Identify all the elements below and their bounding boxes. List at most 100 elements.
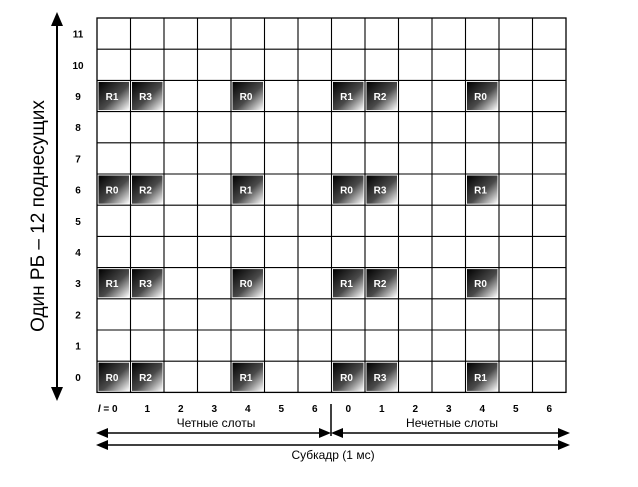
- symbol-label: l = 0: [98, 404, 118, 415]
- symbol-prefix: l: [98, 404, 101, 415]
- symbol-label: 2: [178, 404, 184, 415]
- reference-signal-label: R2: [374, 92, 387, 103]
- reference-signal-fill: [98, 362, 129, 391]
- reference-signal-label: R2: [139, 186, 152, 197]
- resource-grid: [96, 17, 567, 394]
- reference-signal-fill: [232, 269, 263, 298]
- reference-signal-fill: [333, 362, 364, 391]
- symbol-label: 3: [446, 404, 452, 415]
- reference-signal-cell: R0: [232, 81, 263, 111]
- reference-signal-cell: R3: [366, 362, 397, 391]
- subcarrier-label: 4: [75, 248, 81, 259]
- subcarrier-label: 8: [75, 123, 81, 134]
- reference-signal-fill: [132, 81, 163, 111]
- reference-signal-cell: R1: [232, 175, 263, 204]
- odd-slots-arrow: [331, 428, 570, 438]
- subcarrier-label: 9: [75, 92, 81, 103]
- arrow-down-icon: [51, 387, 63, 401]
- reference-signal-cell: R2: [366, 81, 397, 111]
- subcarrier-label: 7: [75, 154, 81, 165]
- reference-signal-fill: [467, 81, 498, 111]
- reference-signal-fill: [467, 362, 498, 391]
- reference-signal-label: R0: [340, 373, 353, 384]
- reference-signal-cell: R0: [467, 269, 498, 298]
- reference-signal-cell: R1: [333, 81, 364, 111]
- symbol-label: 1: [379, 404, 385, 415]
- arrow-right-icon: [558, 428, 570, 438]
- arrow-left-icon: [331, 428, 343, 438]
- reference-signal-fill: [467, 269, 498, 298]
- subcarrier-label: 3: [75, 279, 81, 290]
- subcarrier-label: 5: [75, 217, 81, 228]
- reference-signal-cell: R0: [98, 175, 129, 204]
- subframe-label: Субкадр (1 мс): [291, 448, 374, 462]
- subcarrier-label: 10: [72, 61, 84, 72]
- even-slots-arrow: [96, 428, 331, 438]
- reference-signal-fill: [98, 175, 129, 204]
- arrow-right-icon: [319, 428, 331, 438]
- reference-signal-label: R0: [106, 373, 119, 384]
- reference-signal-cell: R3: [366, 175, 397, 204]
- reference-signal-cell: R1: [232, 362, 263, 391]
- reference-signal-cell: R0: [467, 81, 498, 111]
- reference-signal-label: R0: [474, 92, 487, 103]
- subcarrier-labels: 0 1 2 3 4 5 6 7 8 9 10 11: [72, 30, 84, 384]
- reference-signal-cell: R1: [467, 175, 498, 204]
- reference-signal-label: R1: [106, 92, 119, 103]
- reference-signal-cell: R3: [132, 81, 163, 111]
- reference-signal-label: R1: [340, 279, 353, 290]
- arrow-left-icon: [96, 428, 108, 438]
- reference-signal-fill: [467, 175, 498, 204]
- subcarrier-label: 0: [75, 373, 81, 384]
- reference-signal-fill: [98, 81, 129, 111]
- reference-signal-label: R0: [474, 279, 487, 290]
- reference-signal-cell: R2: [366, 269, 397, 298]
- reference-signal-fill: [132, 269, 163, 298]
- axis-title: Один РБ – 12 поднесущих: [28, 100, 49, 332]
- reference-signal-label: R1: [340, 92, 353, 103]
- reference-signal-cell: R2: [132, 362, 163, 391]
- symbol-label: 4: [479, 404, 485, 415]
- arrow-up-icon: [51, 12, 63, 26]
- reference-signal-label: R1: [474, 186, 487, 197]
- symbol-label: 0: [345, 404, 351, 415]
- reference-signal-fill: [132, 362, 163, 391]
- subcarrier-label: 1: [75, 342, 81, 353]
- symbol-label: 4: [245, 404, 251, 415]
- reference-signal-cell: R1: [98, 81, 129, 111]
- odd-slots-label: Нечетные слоты: [406, 416, 498, 430]
- reference-signal-label: R1: [240, 373, 253, 384]
- symbol-label: 2: [412, 404, 418, 415]
- reference-signal-fill: [333, 269, 364, 298]
- reference-signal-fill: [366, 269, 397, 298]
- reference-signal-cell: R0: [232, 269, 263, 298]
- reference-signal-cell: R1: [333, 269, 364, 298]
- reference-signal-fill: [333, 175, 364, 204]
- reference-signal-label: R1: [240, 186, 253, 197]
- reference-signal-label: R3: [139, 279, 152, 290]
- reference-signal-fill: [98, 269, 129, 298]
- arrow-left-icon: [96, 440, 108, 450]
- reference-signal-label: R0: [106, 186, 119, 197]
- reference-signal-label: R2: [139, 373, 152, 384]
- reference-signal-fill: [132, 175, 163, 204]
- reference-signal-fill: [232, 362, 263, 391]
- reference-signal-cell: R1: [467, 362, 498, 391]
- symbol-labels: l = 0 1 2 3 4 5 6 0 1 2 3 4 5 6: [98, 404, 553, 415]
- symbol-value: = 0: [101, 404, 118, 415]
- subcarrier-label: 11: [73, 30, 84, 41]
- symbol-label: 5: [513, 404, 519, 415]
- symbol-label: 6: [546, 404, 552, 415]
- reference-signal-label: R3: [139, 92, 152, 103]
- subcarrier-label: 2: [75, 310, 81, 321]
- symbol-label: 3: [211, 404, 217, 415]
- reference-signal-label: R0: [240, 279, 253, 290]
- reference-signal-fill: [366, 81, 397, 111]
- reference-signal-cell: R0: [333, 175, 364, 204]
- reference-signal-cell: R0: [98, 362, 129, 391]
- reference-signal-cell: R2: [132, 175, 163, 204]
- even-slots-label: Четные слоты: [177, 416, 256, 430]
- reference-signal-label: R1: [106, 279, 119, 290]
- subframe-arrow: [96, 440, 570, 450]
- symbol-label: 1: [144, 404, 150, 415]
